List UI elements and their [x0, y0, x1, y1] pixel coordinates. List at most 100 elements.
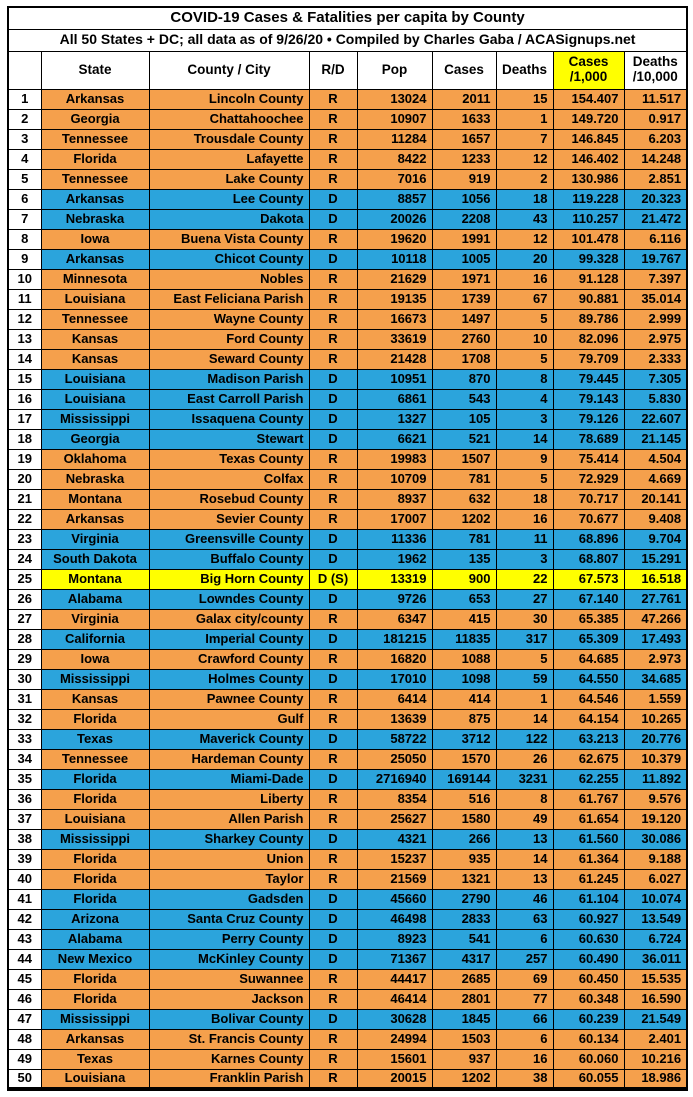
- state-cell: Arkansas: [40, 188, 150, 210]
- party-cell: R: [308, 868, 358, 890]
- county-cell: Greensville County: [148, 528, 310, 550]
- deaths-cell: 8: [495, 788, 554, 810]
- pop-cell: 13639: [356, 708, 433, 730]
- cases-per-1000-cell: 79.445: [552, 368, 625, 390]
- deaths-per-10000-cell: 36.011: [623, 948, 688, 970]
- table-row: 19 Oklahoma Texas County R 19983 1507 9 75.414 4…: [7, 448, 688, 470]
- rank-cell: 39: [7, 848, 42, 870]
- cases-per-1000-cell: 60.348: [552, 988, 625, 1010]
- table-row: 4 Florida Lafayette R 8422 1233 12 146.402 14.24…: [7, 148, 688, 170]
- deaths-per-10000-cell: 11.517: [623, 88, 688, 110]
- rank-cell: 3: [7, 128, 42, 150]
- cases-cell: 1005: [431, 248, 497, 270]
- cases-cell: 2760: [431, 328, 497, 350]
- cases-per-1000-cell: 91.128: [552, 268, 625, 290]
- page-title: COVID-19 Cases & Fatalities per capita b…: [7, 6, 688, 30]
- pop-cell: 13024: [356, 88, 433, 110]
- table-row: 32 Florida Gulf R 13639 875 14 64.154 10.265: [7, 708, 688, 730]
- cases-per-1000-cell: 60.450: [552, 968, 625, 990]
- rank-cell: 7: [7, 208, 42, 230]
- county-cell: Buffalo County: [148, 548, 310, 570]
- cases-per-1000-cell: 70.677: [552, 508, 625, 530]
- title-row: COVID-19 Cases & Fatalities per capita b…: [7, 6, 688, 30]
- county-cell: Gadsden: [148, 888, 310, 910]
- cases-cell: 1202: [431, 1068, 497, 1090]
- cases-cell: 1507: [431, 448, 497, 470]
- pop-cell: 8422: [356, 148, 433, 170]
- county-cell: Wayne County: [148, 308, 310, 330]
- party-cell: R: [308, 648, 358, 670]
- cases-cell: 4317: [431, 948, 497, 970]
- state-cell: Georgia: [40, 108, 150, 130]
- cases-per-1000-cell: 119.228: [552, 188, 625, 210]
- deaths-per-10000-cell: 10.074: [623, 888, 688, 910]
- deaths-per-10000-cell: 6.724: [623, 928, 688, 950]
- cases-per-1000-cell: 65.385: [552, 608, 625, 630]
- cases-cell: 414: [431, 688, 497, 710]
- rank-cell: 27: [7, 608, 42, 630]
- deaths-per-10000-cell: 21.549: [623, 1008, 688, 1030]
- state-cell: Arkansas: [40, 88, 150, 110]
- state-cell: Tennessee: [40, 168, 150, 190]
- pop-cell: 9726: [356, 588, 433, 610]
- table-row: 5 Tennessee Lake County R 7016 919 2 130.986 2.8…: [7, 168, 688, 190]
- pop-cell: 21629: [356, 268, 433, 290]
- pop-cell: 8937: [356, 488, 433, 510]
- state-cell: Kansas: [40, 328, 150, 350]
- cases-cell: 935: [431, 848, 497, 870]
- table-row: 8 Iowa Buena Vista County R 19620 1991 12 101.4…: [7, 228, 688, 250]
- deaths-per-10000-cell: 9.408: [623, 508, 688, 530]
- county-cell: Union: [148, 848, 310, 870]
- table-row: 40 Florida Taylor R 21569 1321 13 61.245 6.027: [7, 868, 688, 890]
- party-cell: R: [308, 88, 358, 110]
- county-cell: Big Horn County: [148, 568, 310, 590]
- pop-cell: 58722: [356, 728, 433, 750]
- table-row: 26 Alabama Lowndes County D 9726 653 27 67.140 2…: [7, 588, 688, 610]
- pop-cell: 15237: [356, 848, 433, 870]
- header-county: County / City: [148, 50, 310, 90]
- pop-cell: 13319: [356, 568, 433, 590]
- deaths-cell: 12: [495, 228, 554, 250]
- deaths-cell: 11: [495, 528, 554, 550]
- state-cell: Texas: [40, 1048, 150, 1070]
- deaths-cell: 122: [495, 728, 554, 750]
- cases-cell: 266: [431, 828, 497, 850]
- state-cell: Florida: [40, 148, 150, 170]
- cases-per-1000-cell: 146.845: [552, 128, 625, 150]
- deaths-per-10000-cell: 14.248: [623, 148, 688, 170]
- rank-cell: 8: [7, 228, 42, 250]
- deaths-cell: 14: [495, 428, 554, 450]
- state-cell: Montana: [40, 568, 150, 590]
- cases-cell: 543: [431, 388, 497, 410]
- county-cell: Lafayette: [148, 148, 310, 170]
- rank-cell: 28: [7, 628, 42, 650]
- cases-per-1000-cell: 79.709: [552, 348, 625, 370]
- state-cell: South Dakota: [40, 548, 150, 570]
- deaths-per-10000-cell: 7.305: [623, 368, 688, 390]
- pop-cell: 19983: [356, 448, 433, 470]
- cases-cell: 105: [431, 408, 497, 430]
- party-cell: D: [308, 428, 358, 450]
- deaths-per-10000-cell: 2.999: [623, 308, 688, 330]
- state-cell: Florida: [40, 868, 150, 890]
- rank-cell: 48: [7, 1028, 42, 1050]
- deaths-per-10000-cell: 19.120: [623, 808, 688, 830]
- header-deaths: Deaths: [495, 50, 554, 90]
- party-cell: R: [308, 688, 358, 710]
- rank-cell: 17: [7, 408, 42, 430]
- rank-cell: 2: [7, 108, 42, 130]
- state-cell: New Mexico: [40, 948, 150, 970]
- party-cell: R: [308, 348, 358, 370]
- table-row: 50 Louisiana Franklin Parish R 20015 1202 38 60…: [7, 1068, 688, 1090]
- header-state: State: [40, 50, 150, 90]
- state-cell: California: [40, 628, 150, 650]
- deaths-cell: 66: [495, 1008, 554, 1030]
- state-cell: Oklahoma: [40, 448, 150, 470]
- cases-per-1000-cell: 60.927: [552, 908, 625, 930]
- deaths-cell: 14: [495, 708, 554, 730]
- pop-cell: 8923: [356, 928, 433, 950]
- deaths-cell: 3231: [495, 768, 554, 790]
- party-cell: R: [308, 508, 358, 530]
- state-cell: Kansas: [40, 348, 150, 370]
- pop-cell: 24994: [356, 1028, 433, 1050]
